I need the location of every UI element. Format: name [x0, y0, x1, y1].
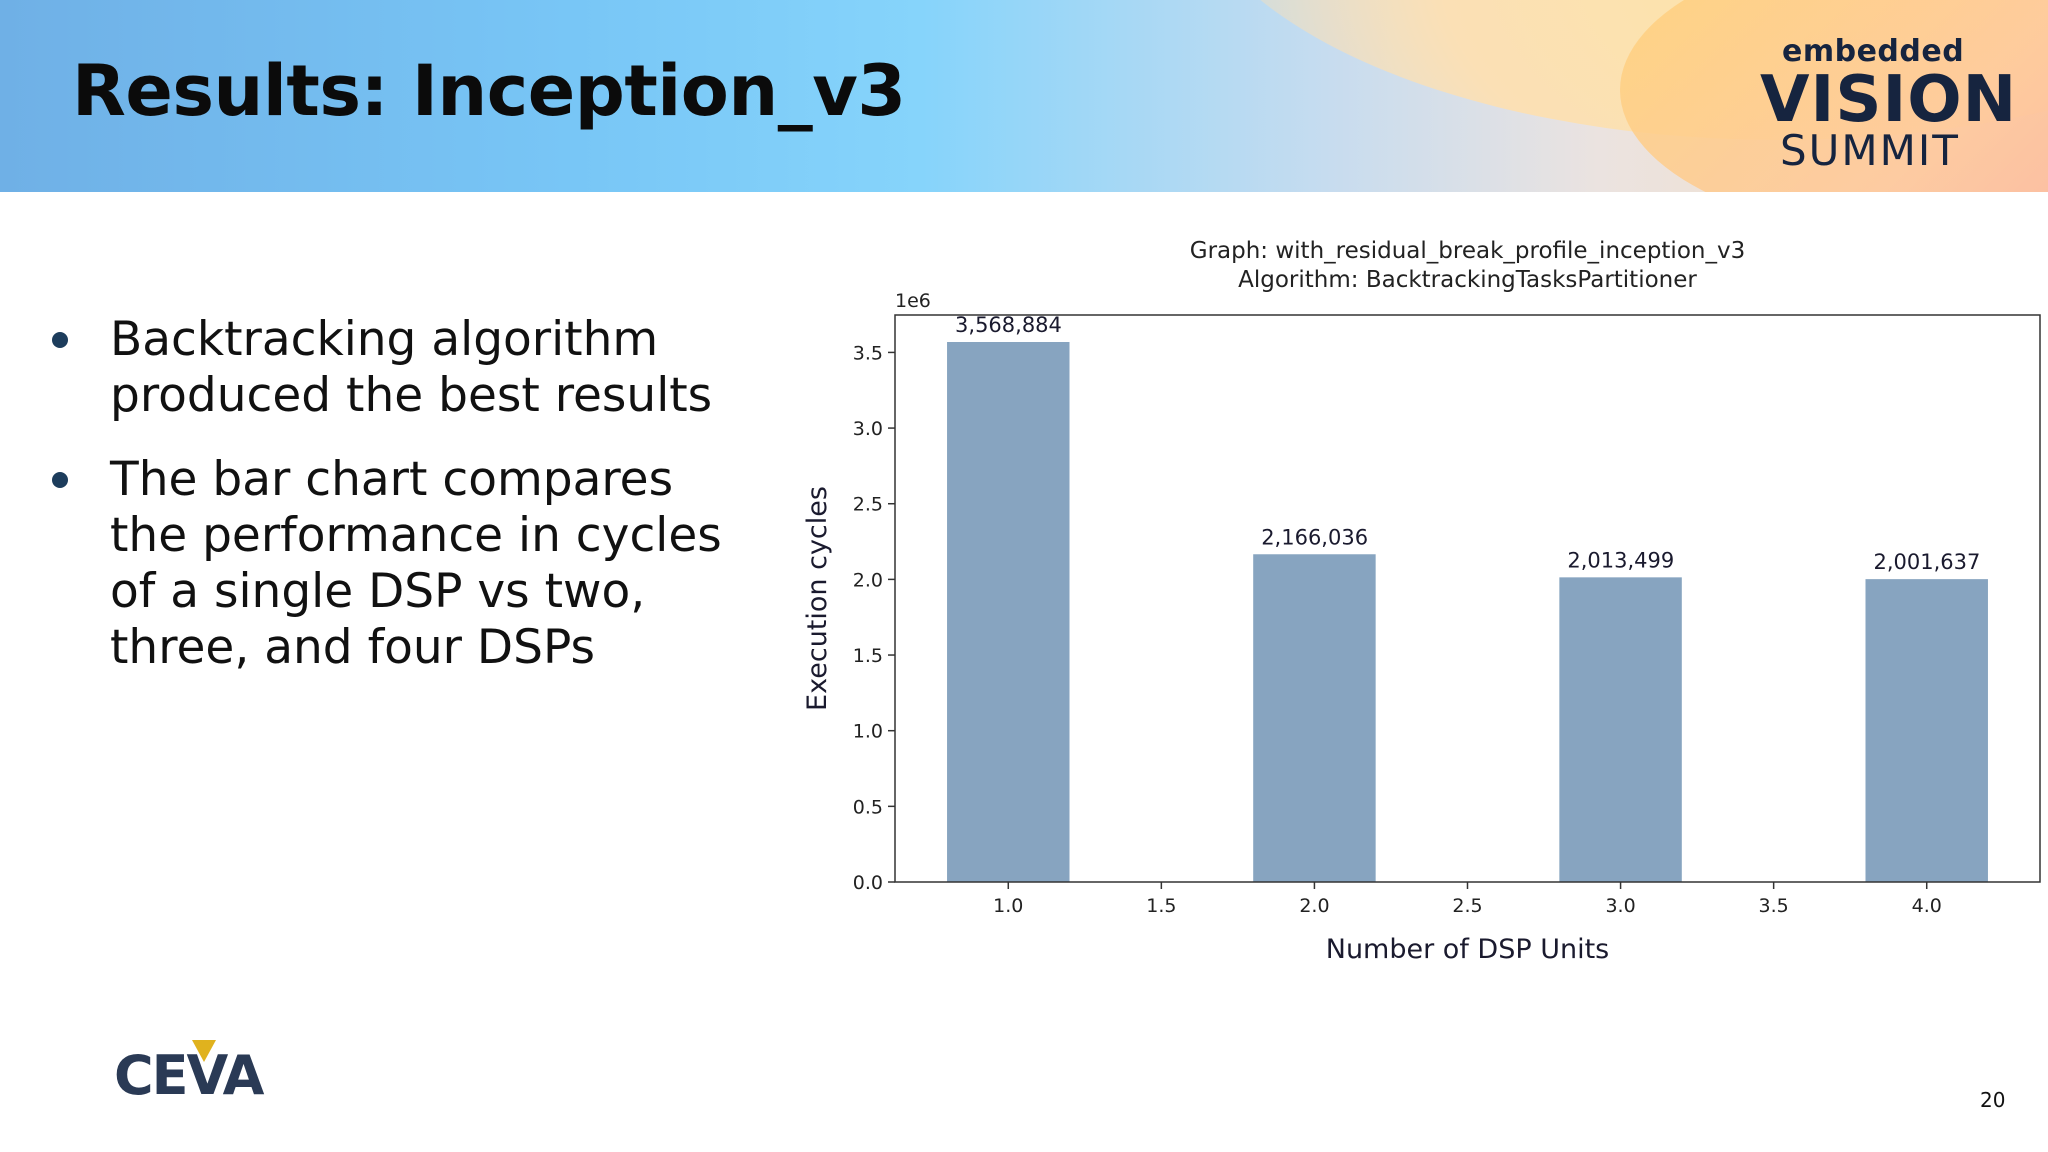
- x-axis-label: Number of DSP Units: [1326, 934, 1609, 965]
- x-tick-label: 1.0: [993, 895, 1023, 917]
- ceva-logo-text: CEVA: [114, 1044, 264, 1107]
- page-number: 20: [1980, 1088, 2006, 1112]
- y-tick-label: 1.0: [853, 721, 883, 743]
- header-decoration-accent: [1620, 0, 2048, 192]
- slide-header: Results: Inception_v3 embedded VISION SU…: [0, 0, 2048, 192]
- x-tick-label: 3.0: [1605, 895, 1635, 917]
- page-title: Results: Inception_v3: [72, 50, 906, 132]
- bar-value-label: 2,013,499: [1567, 548, 1674, 572]
- bar-chart: Graph: with_residual_break_profile_incep…: [802, 238, 2041, 965]
- y-tick-label: 3.5: [853, 342, 883, 364]
- y-tick-label: 0.0: [853, 872, 883, 894]
- x-tick-label: 4.0: [1912, 895, 1942, 917]
- y-tick-label: 2.0: [853, 569, 883, 591]
- bar-value-label: 3,568,884: [955, 313, 1062, 337]
- ceva-logo-triangle-icon: [192, 1040, 216, 1062]
- x-tick-label: 3.5: [1759, 895, 1789, 917]
- bullet-item: Backtracking algorithm produced the best…: [40, 312, 760, 424]
- logo-text-vision: VISION: [1760, 63, 2018, 137]
- y-tick-label: 1.5: [853, 645, 883, 667]
- chart-bar: [1253, 554, 1376, 882]
- bullet-dot-icon: [52, 472, 68, 488]
- logo-text-embedded: embedded: [1782, 34, 1965, 69]
- chart-bar: [1559, 577, 1682, 882]
- embedded-vision-summit-logo: embedded VISION SUMMIT: [1740, 34, 2016, 175]
- bullet-text: The bar chart compares the performance i…: [110, 452, 722, 675]
- bar-value-label: 2,001,637: [1873, 550, 1980, 574]
- y-axis-label: Execution cycles: [802, 486, 833, 711]
- bullet-dot-icon: [52, 332, 68, 348]
- x-tick-label: 2.5: [1452, 895, 1482, 917]
- chart-bar: [1865, 579, 1988, 882]
- chart-title: Algorithm: BacktrackingTasksPartitioner: [1238, 267, 1697, 293]
- bullet-list: Backtracking algorithm produced the best…: [40, 312, 760, 704]
- chart-title: Graph: with_residual_break_profile_incep…: [1190, 238, 1745, 264]
- x-tick-label: 2.0: [1299, 895, 1329, 917]
- bullet-text: Backtracking algorithm produced the best…: [110, 312, 713, 423]
- y-tick-label: 0.5: [853, 796, 883, 818]
- x-tick-label: 1.5: [1146, 895, 1176, 917]
- chart-bar: [947, 341, 1070, 882]
- y-scale-label: 1e6: [895, 290, 931, 312]
- y-tick-label: 3.0: [853, 418, 883, 440]
- y-tick-label: 2.5: [853, 494, 883, 516]
- ceva-logo: CEVA: [114, 1040, 274, 1110]
- logo-text-summit: SUMMIT: [1780, 126, 1960, 175]
- bar-value-label: 2,166,036: [1261, 525, 1368, 549]
- bullet-item: The bar chart compares the performance i…: [40, 452, 760, 676]
